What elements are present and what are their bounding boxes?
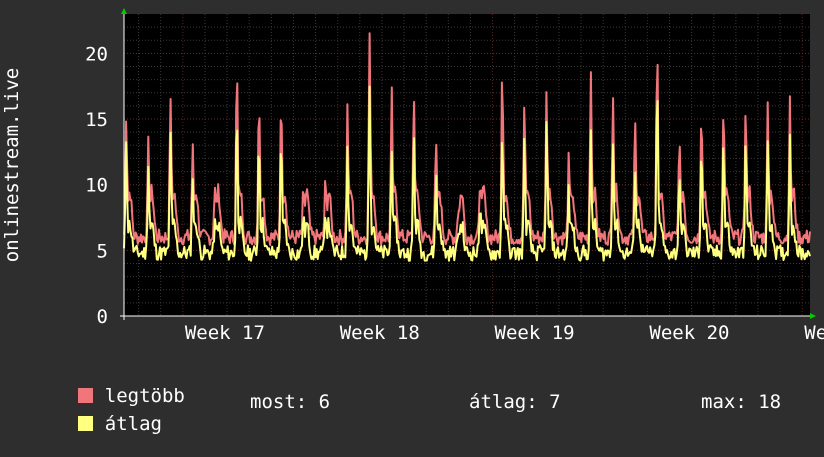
traffic-chart: 0 5 10 15 20 Week 17 Week 18 Week 19 Week 20 Week… [1, 8, 824, 344]
legend-swatch-legtobb [77, 388, 93, 403]
y-tick-label: 20 [85, 43, 108, 65]
stat-average: átlag: 7 [469, 391, 561, 413]
legend-swatch-atlag [77, 416, 93, 431]
legend-label-legtobb: legtöbb [104, 385, 185, 407]
x-tick-label: Week 1 [804, 322, 824, 344]
x-tick-label: Week 17 [185, 322, 265, 344]
stat-max: max: 18 [701, 391, 782, 413]
x-tick-label: Week 19 [495, 322, 575, 344]
x-tick-label: Week 18 [340, 322, 420, 344]
legend-item-atlag: átlag [32, 391, 162, 457]
x-tick-label: Week 20 [649, 322, 729, 344]
y-tick-label: 5 [97, 240, 108, 262]
y-axis-arrow [121, 8, 127, 14]
y-axis-label: onlinestream.live [1, 68, 23, 262]
legend-label-atlag: átlag [104, 413, 162, 435]
y-tick-label: 15 [85, 109, 108, 131]
y-tick-label: 0 [97, 306, 108, 328]
legend-item-legtobb: legtöbb [32, 363, 185, 429]
series-line-atlag [123, 85, 811, 262]
y-tick-label: 10 [85, 175, 108, 197]
x-axis-arrow [810, 313, 816, 319]
graph-panel: 0 5 10 15 20 Week 17 Week 18 Week 19 Week 20 Week… [1, 8, 824, 435]
stat-now: most: 6 [250, 391, 331, 413]
